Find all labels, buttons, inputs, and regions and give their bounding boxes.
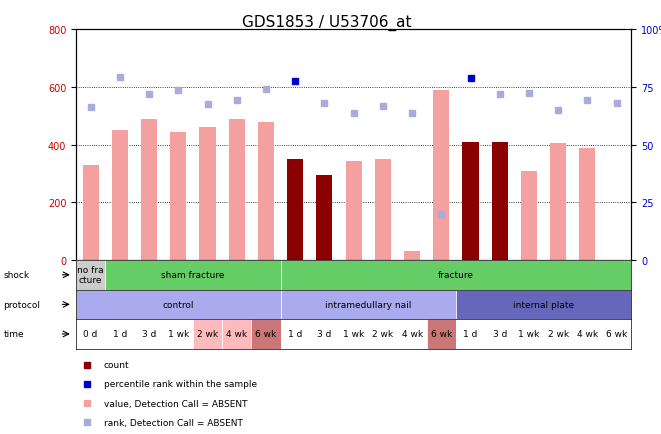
Bar [105, 260, 280, 290]
Bar [171, 132, 186, 260]
Bar [251, 319, 280, 349]
Text: 3 d: 3 d [317, 330, 332, 339]
Bar [112, 131, 128, 260]
Bar [602, 319, 631, 349]
Bar [193, 319, 222, 349]
Bar [200, 128, 215, 260]
Bar [397, 319, 427, 349]
Text: shock: shock [3, 271, 30, 279]
Text: GDS1853 / U53706_at: GDS1853 / U53706_at [243, 15, 412, 31]
Text: count: count [104, 361, 130, 369]
Bar [141, 119, 157, 260]
Text: protocol: protocol [3, 300, 40, 309]
Bar [463, 142, 479, 260]
Text: 1 wk: 1 wk [518, 330, 539, 339]
Text: 1 d: 1 d [112, 330, 127, 339]
Bar [375, 160, 391, 260]
Bar [346, 161, 362, 260]
Text: 6 wk: 6 wk [606, 330, 627, 339]
Bar [280, 319, 310, 349]
Text: rank, Detection Call = ABSENT: rank, Detection Call = ABSENT [104, 418, 243, 427]
Text: 3 d: 3 d [492, 330, 507, 339]
Text: 3 d: 3 d [142, 330, 156, 339]
Bar [521, 171, 537, 260]
Bar [368, 319, 397, 349]
Text: 1 d: 1 d [463, 330, 478, 339]
Text: control: control [163, 300, 194, 309]
Text: value, Detection Call = ABSENT: value, Detection Call = ABSENT [104, 399, 247, 408]
Bar [83, 165, 98, 260]
Bar [404, 252, 420, 260]
Bar [339, 319, 368, 349]
Text: sham fracture: sham fracture [161, 271, 225, 279]
Text: intramedullary nail: intramedullary nail [325, 300, 411, 309]
Text: 4 wk: 4 wk [401, 330, 422, 339]
Bar [317, 176, 332, 260]
Text: no fra
cture: no fra cture [77, 266, 104, 285]
Bar [280, 290, 456, 319]
Text: 1 wk: 1 wk [168, 330, 189, 339]
Text: 4 wk: 4 wk [577, 330, 598, 339]
Bar [258, 122, 274, 260]
Text: 0 d: 0 d [83, 330, 98, 339]
Bar [456, 290, 631, 319]
Bar [550, 144, 566, 260]
Bar [514, 319, 543, 349]
Bar [280, 260, 631, 290]
Text: percentile rank within the sample: percentile rank within the sample [104, 380, 257, 388]
Bar [433, 91, 449, 260]
Bar [76, 319, 105, 349]
Bar [310, 319, 339, 349]
Bar [134, 319, 164, 349]
Bar [105, 319, 134, 349]
Bar [164, 319, 193, 349]
Text: 1 d: 1 d [288, 330, 302, 339]
Bar [222, 319, 251, 349]
Bar [573, 319, 602, 349]
Bar [229, 119, 245, 260]
Text: 6 wk: 6 wk [255, 330, 276, 339]
Bar [543, 319, 573, 349]
Text: 1 wk: 1 wk [343, 330, 364, 339]
Bar [492, 142, 508, 260]
Text: 6 wk: 6 wk [431, 330, 452, 339]
Text: fracture: fracture [438, 271, 474, 279]
Text: 2 wk: 2 wk [197, 330, 218, 339]
Bar [580, 148, 596, 260]
Text: internal plate: internal plate [513, 300, 574, 309]
Bar [456, 319, 485, 349]
Bar [485, 319, 514, 349]
Text: 2 wk: 2 wk [547, 330, 568, 339]
Text: 4 wk: 4 wk [226, 330, 247, 339]
Text: time: time [3, 330, 24, 339]
Text: 2 wk: 2 wk [372, 330, 393, 339]
Bar [287, 160, 303, 260]
Bar [76, 290, 280, 319]
Bar [427, 319, 456, 349]
Bar [76, 260, 105, 290]
